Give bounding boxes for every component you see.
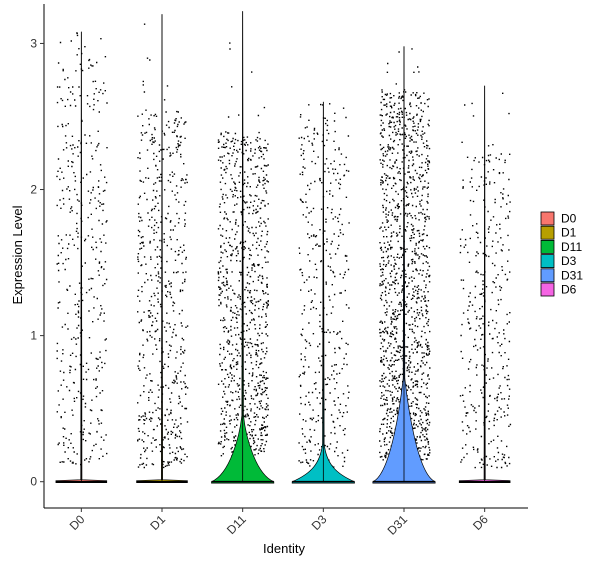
x-tick-label-D11: D11 bbox=[224, 512, 249, 537]
legend-label-D1: D1 bbox=[561, 226, 577, 240]
y-axis-title: Expression Level bbox=[10, 205, 25, 304]
legend-swatch-D0 bbox=[540, 211, 555, 226]
x-tick-label-D0: D0 bbox=[67, 512, 88, 533]
legend-swatch-D3 bbox=[540, 254, 555, 269]
x-tick-label-D31: D31 bbox=[385, 512, 411, 538]
legend-label-D11: D11 bbox=[561, 240, 582, 254]
legend-swatch-D6 bbox=[540, 282, 555, 297]
y-tick-labels: 0 1 2 3 bbox=[30, 36, 37, 488]
violin-layer bbox=[55, 11, 511, 484]
x-tick-label-D3: D3 bbox=[309, 512, 330, 533]
jitter-points bbox=[56, 23, 512, 469]
axes bbox=[40, 4, 528, 512]
y-tick-label: 3 bbox=[30, 36, 37, 50]
y-tick-label: 0 bbox=[30, 475, 37, 489]
y-tick-label: 1 bbox=[30, 329, 37, 343]
legend-swatch-D1 bbox=[540, 225, 555, 240]
x-axis-title: Identity bbox=[263, 541, 305, 556]
legend-label-D3: D3 bbox=[561, 254, 577, 268]
points-D31 bbox=[379, 48, 431, 462]
x-tick-labels: D0 D1 D11 D3 D31 D6 bbox=[67, 512, 491, 538]
legend-label-D6: D6 bbox=[561, 283, 577, 297]
legend-swatch-D11 bbox=[540, 239, 555, 254]
points-D6 bbox=[459, 92, 512, 469]
legend-label-D0: D0 bbox=[561, 212, 577, 226]
legend-swatch-D31 bbox=[540, 268, 555, 283]
y-tick-label: 2 bbox=[30, 183, 37, 197]
legend-label-D31: D31 bbox=[561, 268, 583, 282]
x-tick-label-D1: D1 bbox=[147, 512, 168, 533]
x-tick-label-D6: D6 bbox=[470, 512, 491, 533]
